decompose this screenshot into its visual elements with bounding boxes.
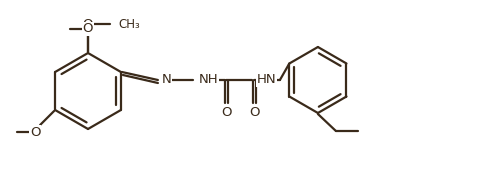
Text: O: O — [83, 22, 93, 36]
Text: NH: NH — [198, 74, 218, 87]
Text: O: O — [249, 106, 259, 119]
Text: O: O — [221, 106, 231, 119]
Text: HN: HN — [257, 74, 276, 87]
Text: O: O — [30, 125, 40, 139]
Text: O: O — [83, 18, 93, 30]
Text: N: N — [162, 74, 171, 87]
Text: CH₃: CH₃ — [118, 18, 139, 30]
